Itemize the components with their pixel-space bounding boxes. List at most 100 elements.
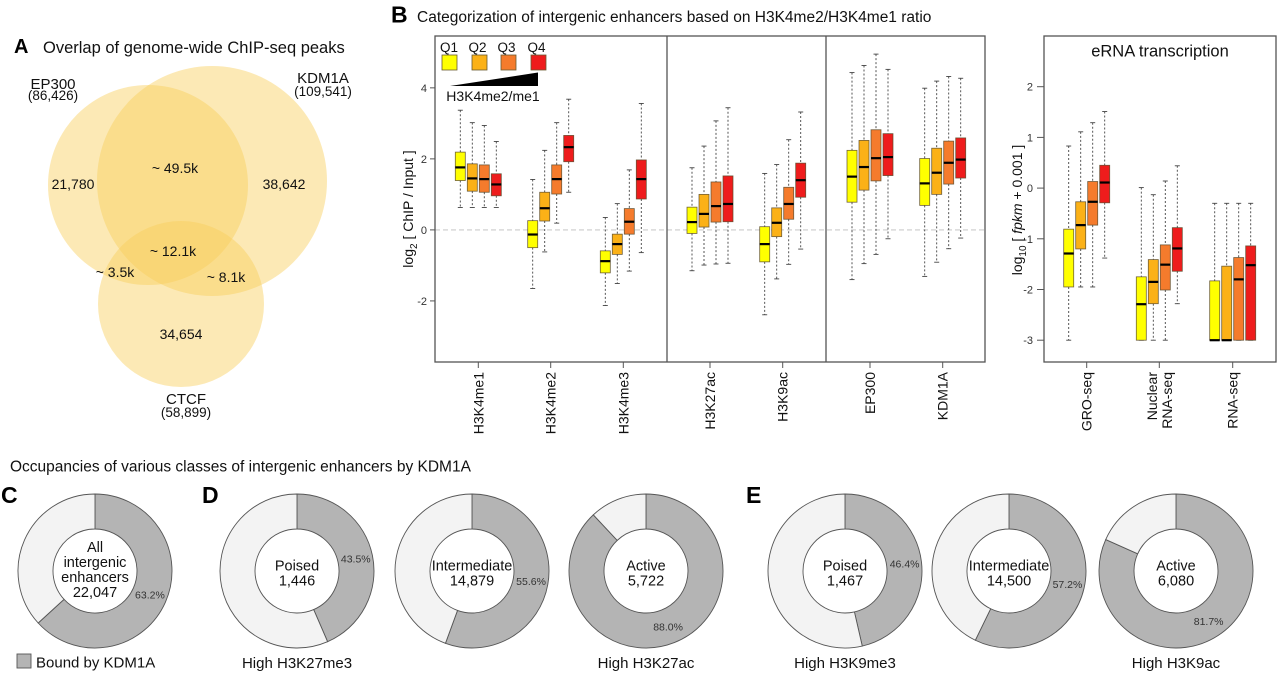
y-tick-label: 2	[421, 154, 427, 166]
donut-center-label: Poised	[275, 559, 319, 575]
erna-y-axis-label: log10 [ fpkm + 0.001 ]	[1009, 145, 1029, 276]
box-h3k27ac-q4-body	[722, 175, 734, 223]
panel-a-title: Overlap of genome-wide ChIP-seq peaks	[43, 39, 345, 57]
box-rna-seq-q3-body	[1233, 257, 1245, 341]
plot-frame	[1043, 35, 1277, 363]
panels-cde: Occupancies of various classes of interg…	[1, 459, 1254, 672]
y-tick-label: -1	[1023, 234, 1033, 246]
venn-region-label: 34,654	[160, 326, 203, 342]
legend-gradient-label: H3K4me2/me1	[446, 88, 540, 104]
x-tick-label: RNA-seq	[1225, 372, 1241, 429]
box-ep300-q2-body	[858, 140, 870, 191]
x-tick-label: H3K9ac	[775, 372, 791, 422]
donut-percent-label: 81.7%	[1194, 616, 1224, 628]
venn-region-label: 21,780	[52, 176, 95, 192]
x-tick-label: H3K4me1	[470, 372, 486, 434]
box-gro-seq-q1-body	[1063, 228, 1075, 288]
box-rna-seq-q2-body	[1221, 265, 1233, 341]
legend-swatch-bound	[16, 653, 32, 669]
x-tick-label: EP300	[862, 372, 878, 414]
legend-swatch-q1	[441, 54, 458, 71]
box-ep300-q3-body	[870, 129, 882, 182]
panel-letter-e: E	[746, 482, 761, 508]
y-tick-label: 0	[421, 225, 427, 237]
donut-wedge-bound	[1098, 493, 1254, 649]
y-tick-label: -2	[417, 296, 427, 308]
panel-a: A Overlap of genome-wide ChIP-seq peaks …	[14, 36, 352, 420]
donut-center-label: 6,080	[1158, 574, 1194, 590]
y-axis-label: log2 [ ChIP / Input ]	[400, 150, 420, 267]
box-h3k4me2-q4-body	[563, 135, 575, 163]
x-tick-label: GRO-seq	[1079, 372, 1095, 431]
donut-percent-label: 88.0%	[653, 621, 683, 633]
donut-center-label: 14,500	[987, 574, 1031, 590]
erna-y-axis-label-pre: [	[1009, 234, 1025, 246]
legend-label-q3: Q3	[497, 40, 515, 55]
venn-circle-kdm1a	[97, 66, 327, 296]
donut-center-label: 1,446	[279, 574, 315, 590]
box-rna-seq-q4-body	[1245, 245, 1257, 341]
y-tick-label: -2	[1023, 284, 1033, 296]
y-axis-label-base: log	[400, 249, 416, 268]
donut-center-label: 14,879	[450, 574, 494, 590]
donut-center-label: Poised	[823, 559, 867, 575]
venn-region-label: ~ 8.1k	[207, 269, 247, 285]
x-tick-label: Nuclear	[1144, 372, 1160, 421]
panel-letter-c: C	[1, 482, 18, 508]
legend-swatch-q2	[471, 54, 488, 71]
box-kdm1a-q2-body	[931, 147, 943, 195]
donut-wedge-unbound	[17, 493, 96, 624]
donut-wedge-unbound	[767, 493, 863, 649]
legend-swatch-q3	[500, 54, 517, 71]
x-tick-label: H3K4me2	[543, 372, 559, 434]
venn-set-total-ep300: (86,426)	[28, 88, 78, 103]
donut-wedge-unbound	[931, 493, 1010, 641]
box-rna-seq-q1-body	[1209, 280, 1221, 341]
donut-caption: High H3K9me3	[794, 655, 896, 672]
ratio-gradient-triangle-icon	[450, 72, 538, 86]
legend-swatch-q4	[530, 54, 547, 71]
erna-title: eRNA transcription	[1091, 43, 1229, 61]
box-gro-seq-q4-body	[1099, 164, 1111, 204]
donut-center-label: All	[87, 540, 103, 556]
donut-wedge-bound	[296, 493, 375, 643]
erna-y-axis-label-italic: fpkm	[1009, 203, 1025, 234]
quartile-legend: Q1 Q2 Q3 Q4 H3K4me2/me1	[440, 40, 547, 104]
venn-set-total-ctcf: (58,899)	[161, 405, 211, 420]
panel-letter-b: B	[391, 2, 408, 28]
legend-label-q4: Q4	[527, 40, 546, 55]
x-tick-label: H3K4me3	[615, 372, 631, 434]
box-ep300-q4-body	[882, 133, 894, 176]
box-h3k27ac-q3-body	[710, 181, 722, 223]
box-nuclear-rna-seq-q3-body	[1159, 244, 1171, 291]
donut-wedge-unbound	[1105, 493, 1177, 555]
donut-percent-label: 43.5%	[341, 553, 371, 565]
y-tick-label: 1	[1027, 132, 1033, 144]
donut-wedge-unbound	[592, 493, 647, 542]
donut-percent-label: 46.4%	[890, 559, 920, 571]
venn-set-total-kdm1a: (109,541)	[294, 84, 352, 99]
venn-circle-ctcf	[98, 221, 264, 387]
box-kdm1a-q1-body	[919, 158, 931, 206]
donut-wedge-bound	[37, 493, 173, 649]
venn-set-label-kdm1a: KDM1A	[297, 70, 349, 87]
venn-region-label: 38,642	[263, 176, 306, 192]
venn-set-label-ctcf: CTCF	[166, 391, 206, 408]
venn-region-label: ~ 12.1k	[150, 243, 197, 259]
y-tick-label: 0	[1027, 183, 1033, 195]
occupancy-section-title: Occupancies of various classes of interg…	[10, 459, 472, 476]
donut-wedge-bound	[444, 493, 550, 649]
y-axis-label-rest: [ ChIP / Input ]	[400, 150, 416, 243]
plot-frame	[434, 35, 986, 363]
donut-percent-label: 63.2%	[135, 590, 165, 602]
donut-percent-label: 57.2%	[1053, 579, 1083, 591]
legend-label-bound: Bound by KDM1A	[36, 655, 155, 672]
donut-caption: High H3K27ac	[598, 655, 695, 672]
donut-wedge-unbound	[394, 493, 473, 644]
panel-letter-a: A	[14, 36, 28, 58]
donut-wedge-unbound	[219, 493, 329, 649]
donut-wedge-bound	[844, 493, 923, 647]
